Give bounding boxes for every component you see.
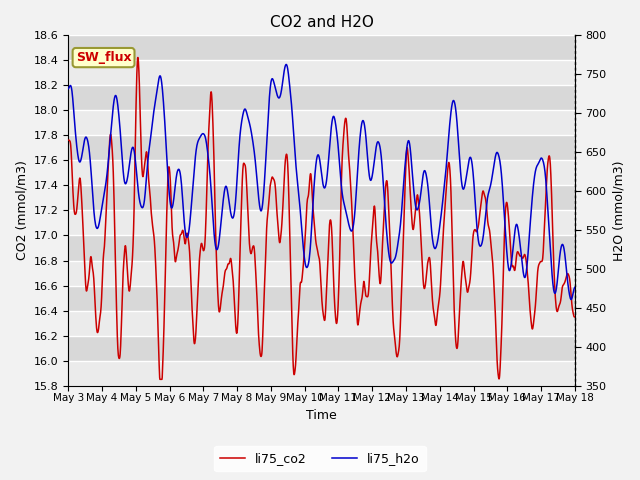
Bar	[68, 311, 575, 336]
Title: CO2 and H2O: CO2 and H2O	[269, 15, 374, 30]
Line: li75_co2: li75_co2	[68, 58, 575, 379]
li75_h2o	[567, 297, 575, 302]
li75_co2	[64, 137, 72, 143]
Bar	[68, 261, 575, 286]
li75_co2	[90, 279, 98, 285]
li75_co2	[571, 314, 579, 320]
Bar	[68, 185, 575, 210]
li75_h2o	[282, 61, 290, 67]
Text: SW_flux: SW_flux	[76, 51, 131, 64]
X-axis label: Time: Time	[306, 409, 337, 422]
li75_h2o	[556, 250, 564, 255]
li75_co2	[557, 298, 564, 303]
Bar	[68, 360, 575, 385]
Bar	[68, 85, 575, 110]
Y-axis label: CO2 (mmol/m3): CO2 (mmol/m3)	[15, 160, 28, 261]
li75_co2	[156, 376, 164, 382]
li75_h2o	[571, 284, 579, 290]
li75_h2o	[311, 173, 319, 179]
Legend: li75_co2, li75_h2o: li75_co2, li75_h2o	[214, 446, 426, 471]
li75_h2o	[90, 210, 98, 216]
li75_co2	[464, 289, 472, 295]
Bar	[68, 36, 575, 60]
li75_co2	[311, 231, 319, 237]
Bar	[68, 60, 575, 85]
li75_h2o	[64, 86, 72, 92]
li75_co2	[557, 299, 564, 305]
li75_co2	[298, 278, 305, 284]
Bar	[68, 286, 575, 311]
Bar	[68, 336, 575, 360]
li75_h2o	[557, 248, 564, 254]
Bar	[68, 135, 575, 160]
Bar	[68, 110, 575, 135]
Y-axis label: H2O (mmol/m3): H2O (mmol/m3)	[612, 160, 625, 261]
li75_co2	[134, 55, 141, 60]
Line: li75_h2o: li75_h2o	[68, 64, 575, 300]
Bar	[68, 210, 575, 236]
li75_h2o	[298, 221, 305, 227]
li75_h2o	[463, 167, 471, 173]
Bar	[68, 160, 575, 185]
Bar	[68, 236, 575, 261]
